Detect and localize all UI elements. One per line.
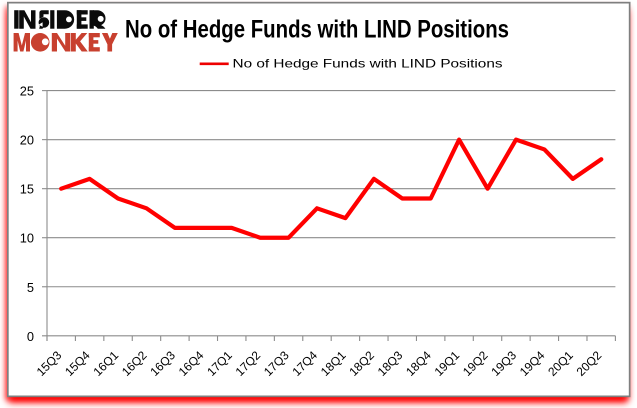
svg-text:25: 25 <box>20 84 34 99</box>
svg-text:17Q3: 17Q3 <box>261 348 292 379</box>
svg-text:20Q1: 20Q1 <box>545 348 576 379</box>
svg-text:19Q1: 19Q1 <box>432 348 463 379</box>
svg-text:15Q3: 15Q3 <box>34 348 65 379</box>
svg-text:16Q2: 16Q2 <box>119 348 150 379</box>
svg-text:17Q2: 17Q2 <box>233 348 264 379</box>
svg-text:16Q1: 16Q1 <box>91 348 122 379</box>
svg-text:15Q4: 15Q4 <box>62 348 93 379</box>
svg-text:17Q1: 17Q1 <box>204 348 235 379</box>
svg-text:No of Hedge Funds with LIND Po: No of Hedge Funds with LIND Positions <box>125 15 509 43</box>
svg-text:10: 10 <box>20 231 34 246</box>
svg-text:No of Hedge Funds with LIND Po: No of Hedge Funds with LIND Positions <box>233 57 503 71</box>
svg-text:16Q4: 16Q4 <box>176 348 207 379</box>
svg-text:5: 5 <box>27 280 34 295</box>
svg-text:18Q1: 18Q1 <box>318 348 349 379</box>
svg-text:19Q4: 19Q4 <box>517 348 548 379</box>
svg-text:18Q2: 18Q2 <box>346 348 377 379</box>
svg-text:16Q3: 16Q3 <box>147 348 178 379</box>
svg-text:18Q3: 18Q3 <box>375 348 406 379</box>
svg-text:19Q3: 19Q3 <box>488 348 519 379</box>
svg-text:19Q2: 19Q2 <box>460 348 491 379</box>
svg-text:20: 20 <box>20 133 34 148</box>
svg-text:20Q2: 20Q2 <box>574 348 605 379</box>
svg-text:18Q4: 18Q4 <box>403 348 434 379</box>
svg-text:17Q4: 17Q4 <box>289 348 320 379</box>
svg-text:0: 0 <box>27 329 34 344</box>
svg-text:15: 15 <box>20 182 34 197</box>
